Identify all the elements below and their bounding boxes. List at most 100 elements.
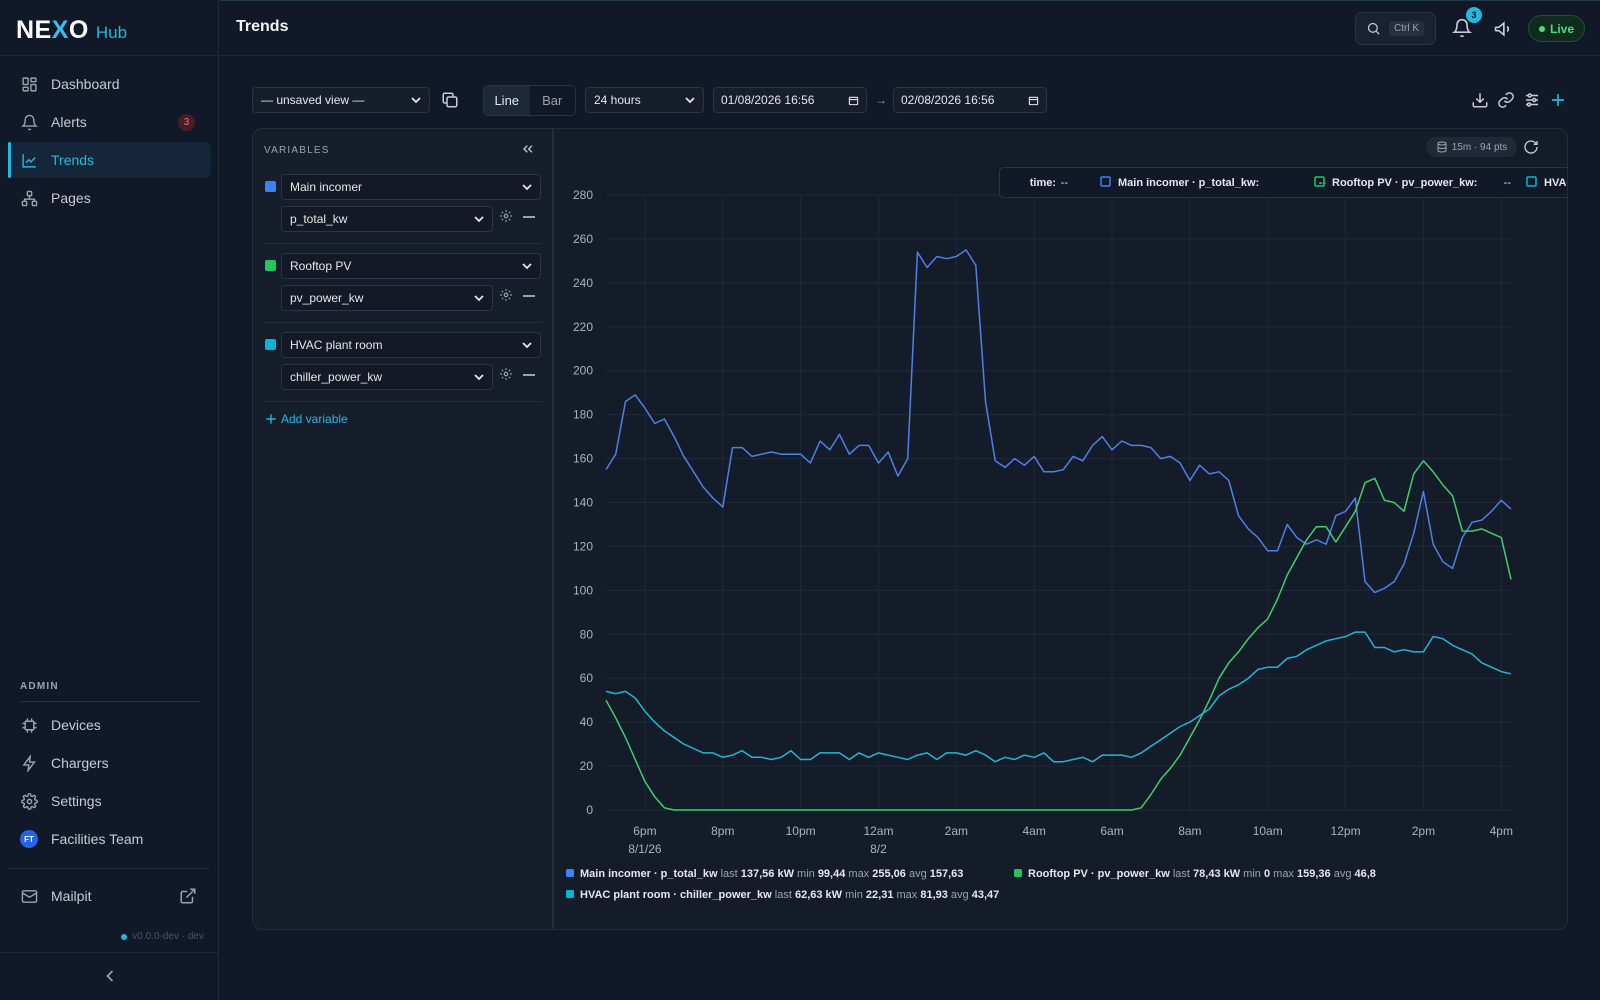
remove-variable-button[interactable] bbox=[523, 374, 535, 376]
sidebar-item-label: Chargers bbox=[51, 755, 109, 771]
variable-field-select[interactable]: chiller_power_kw bbox=[281, 364, 493, 390]
y-tick-label: 220 bbox=[573, 320, 593, 334]
sidebar-item-chargers[interactable]: Chargers bbox=[8, 745, 211, 781]
plus-icon bbox=[266, 414, 276, 424]
brand-logo[interactable]: NEXO Hub bbox=[16, 16, 127, 45]
variable-settings-icon[interactable] bbox=[499, 367, 513, 381]
variable-source-select[interactable]: Rooftop PV bbox=[281, 253, 541, 279]
chevron-down-icon bbox=[522, 342, 532, 349]
chevron-down-icon bbox=[411, 97, 421, 104]
sidebar: NEXO Hub Dashboard Alerts 3 Trends Pages… bbox=[0, 0, 219, 1000]
external-link-icon[interactable] bbox=[179, 887, 197, 905]
x-tick-label: 12am bbox=[863, 824, 893, 838]
collapse-sidebar-icon[interactable] bbox=[100, 966, 120, 986]
variable-source-select[interactable]: HVAC plant room bbox=[281, 332, 541, 358]
calendar-icon[interactable] bbox=[848, 95, 859, 106]
stats-legend-part: min bbox=[1240, 868, 1264, 880]
chevron-down-icon bbox=[685, 97, 695, 104]
remove-variable-button[interactable] bbox=[523, 216, 535, 218]
variable-settings-icon[interactable] bbox=[499, 209, 513, 223]
x-tick-label: 10am bbox=[1253, 824, 1283, 838]
sidebar-divider bbox=[0, 55, 218, 56]
sidebar-item-devices[interactable]: Devices bbox=[8, 707, 211, 743]
search-icon bbox=[1367, 22, 1380, 35]
variable-source-select[interactable]: Main incomer bbox=[281, 174, 541, 200]
sidebar-item-alerts[interactable]: Alerts 3 bbox=[8, 104, 211, 140]
database-icon bbox=[1437, 141, 1447, 153]
variable-field-select[interactable]: pv_power_kw bbox=[281, 285, 493, 311]
variable-field-select[interactable]: p_total_kw bbox=[281, 206, 493, 232]
hover-legend-swatch bbox=[1100, 176, 1111, 187]
stats-legend-part: avg bbox=[906, 868, 930, 880]
stats-legend-entry-0: Main incomer · p_total_kw last 137,56 kW… bbox=[580, 868, 963, 880]
calendar-icon[interactable] bbox=[1028, 95, 1039, 106]
bolt-icon bbox=[20, 754, 38, 772]
remove-variable-button[interactable] bbox=[523, 295, 535, 297]
sidebar-item-mailpit[interactable]: Mailpit bbox=[8, 878, 211, 914]
y-tick-label: 200 bbox=[573, 364, 593, 378]
collapse-variables-icon[interactable] bbox=[520, 141, 536, 157]
hover-legend-box bbox=[999, 167, 1567, 198]
variable-color-swatch[interactable] bbox=[265, 181, 276, 192]
sidebar-item-dashboard[interactable]: Dashboard bbox=[8, 66, 211, 102]
y-tick-label: 0 bbox=[586, 803, 593, 817]
sidebar-item-user[interactable]: FT Facilities Team bbox=[8, 821, 211, 857]
search-button[interactable]: Ctrl K bbox=[1355, 12, 1436, 45]
announcements-icon[interactable] bbox=[1493, 19, 1513, 39]
stats-legend-part: Rooftop PV · pv_power_kw bbox=[1028, 868, 1170, 880]
brand-name: NEXO bbox=[16, 16, 89, 44]
saved-view-select[interactable]: — unsaved view — bbox=[252, 87, 430, 113]
stats-legend-swatch bbox=[566, 890, 574, 898]
sidebar-item-label: Settings bbox=[51, 793, 102, 809]
hover-legend-label: Main incomer · p_total_kw: bbox=[1118, 177, 1259, 189]
sidebar-item-settings[interactable]: Settings bbox=[8, 783, 211, 819]
live-dot bbox=[1538, 25, 1545, 32]
notifications-bell-icon[interactable] bbox=[1452, 18, 1472, 38]
y-tick-label: 40 bbox=[580, 715, 594, 729]
time-range-select[interactable]: 24 hours bbox=[585, 87, 704, 113]
version-label: v0.0.0-dev · dev bbox=[121, 931, 204, 942]
sidebar-item-trends[interactable]: Trends bbox=[8, 142, 211, 178]
stats-legend-part: avg bbox=[1331, 868, 1355, 880]
stats-legend-part: 99,44 bbox=[818, 868, 846, 880]
add-variable-button[interactable]: Add variable bbox=[264, 412, 348, 426]
add-panel-icon[interactable] bbox=[1549, 91, 1567, 109]
saved-view-value: — unsaved view — bbox=[261, 93, 365, 107]
stats-legend-part: 81,93 bbox=[920, 889, 948, 901]
bell-icon bbox=[20, 113, 38, 131]
live-status-badge[interactable]: Live bbox=[1528, 15, 1585, 42]
y-tick-label: 140 bbox=[573, 496, 593, 510]
resolution-badge: 15m · 94 pts bbox=[1426, 137, 1517, 157]
series-line-2 bbox=[605, 631, 1512, 763]
variables-title: VARIABLES bbox=[264, 145, 330, 156]
stats-legend-part: HVAC plant room · chiller_power_kw bbox=[580, 889, 772, 901]
x-tick-label: 8pm bbox=[711, 824, 734, 838]
sidebar-item-pages[interactable]: Pages bbox=[8, 180, 211, 216]
chart-type-toggle: Line Bar bbox=[483, 85, 576, 116]
copy-view-icon[interactable] bbox=[441, 91, 459, 109]
top-header: Trends Ctrl K 3 Live bbox=[220, 0, 1600, 56]
variable-color-swatch[interactable] bbox=[265, 339, 276, 350]
link-icon[interactable] bbox=[1497, 91, 1515, 109]
hover-legend-swatch bbox=[1526, 176, 1537, 187]
trend-chart[interactable]: 0 20 40 60 80 100 120 140 160 180 200 220 240 260 280 6… bbox=[553, 129, 1568, 929]
sliders-icon[interactable] bbox=[1523, 91, 1541, 109]
y-tick-label: 20 bbox=[580, 759, 594, 773]
variable-source-value: Rooftop PV bbox=[290, 259, 352, 273]
download-icon[interactable] bbox=[1471, 91, 1489, 109]
sidebar-item-label: Alerts bbox=[51, 114, 87, 130]
refresh-icon[interactable] bbox=[1523, 139, 1539, 155]
stats-legend-part: 46,8 bbox=[1355, 868, 1376, 880]
stats-legend-part: 43,47 bbox=[972, 889, 1000, 901]
variable-settings-icon[interactable] bbox=[499, 288, 513, 302]
variable-separator bbox=[264, 243, 542, 244]
end-datetime-input[interactable]: 02/08/2026 16:56 bbox=[893, 87, 1047, 113]
variable-color-swatch[interactable] bbox=[265, 260, 276, 271]
chart-type-line-button[interactable]: Line bbox=[484, 86, 530, 115]
chart-type-bar-button[interactable]: Bar bbox=[542, 93, 563, 108]
variable-separator bbox=[264, 322, 542, 323]
stats-legend-part: last bbox=[1170, 868, 1193, 880]
stats-legend-part: 78,43 kW bbox=[1193, 868, 1241, 880]
series-line-1 bbox=[605, 460, 1512, 811]
start-datetime-input[interactable]: 01/08/2026 16:56 bbox=[713, 87, 867, 113]
